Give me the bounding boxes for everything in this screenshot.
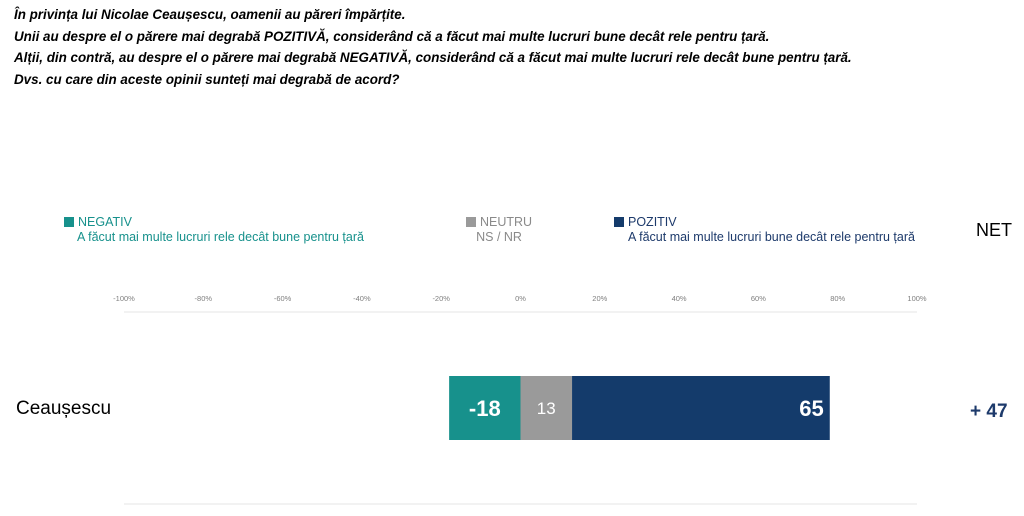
bar-positive-label: 65: [799, 396, 823, 421]
legend-negative-subtitle: A făcut mai multe lucruri rele decât bun…: [77, 230, 364, 244]
question-line: În privința lui Nicolae Ceaușescu, oamen…: [14, 7, 406, 22]
x-tick-label: 80%: [830, 294, 845, 303]
question-line: Alții, din contră, au despre el o părere…: [14, 50, 852, 65]
category-label: Ceaușescu: [16, 398, 112, 419]
x-tick-label: 60%: [751, 294, 766, 303]
x-tick-label: -60%: [274, 294, 292, 303]
x-tick-label: 100%: [907, 294, 927, 303]
legend-neutral: NEUTRU NS / NR: [466, 215, 532, 245]
x-tick-label: -100%: [113, 294, 135, 303]
x-tick-label: 0%: [515, 294, 526, 303]
bar-negative-label: -18: [469, 396, 501, 421]
question-line: Unii au despre el o părere mai degrabă P…: [14, 28, 770, 44]
legend-positive: POZITIV A făcut mai multe lucruri bune d…: [614, 215, 915, 245]
legend-positive-subtitle: A făcut mai multe lucruri bune decât rel…: [628, 230, 915, 244]
bar-negative: [449, 376, 521, 440]
legend-positive-title: POZITIV: [628, 215, 677, 229]
legend-neutral-subtitle: NS / NR: [476, 230, 522, 244]
x-tick-label: -40%: [353, 294, 371, 303]
x-tick-label: 20%: [592, 294, 607, 303]
question-text: În privința lui Nicolae Ceaușescu, oamen…: [14, 4, 1014, 90]
legend-negative: NEGATIV A făcut mai multe lucruri rele d…: [64, 215, 364, 245]
legend-neutral-title: NEUTRU: [480, 215, 533, 229]
legend-neutral-swatch: [466, 217, 476, 227]
question-line: Dvs. cu care din aceste opinii sunteți m…: [14, 71, 400, 87]
bar-neutral: [520, 376, 573, 440]
net-value: + 47: [970, 401, 1008, 422]
net-header: NET: [976, 220, 1012, 240]
bar-positive: [572, 376, 830, 440]
x-tick-label: -80%: [195, 294, 213, 303]
legend-positive-swatch: [614, 217, 624, 227]
legend-negative-title: NEGATIV: [78, 215, 132, 229]
x-tick-label: 40%: [672, 294, 687, 303]
legend-negative-swatch: [64, 217, 74, 227]
x-tick-label: -20%: [432, 294, 450, 303]
bar-neutral-label: 13: [537, 399, 556, 418]
